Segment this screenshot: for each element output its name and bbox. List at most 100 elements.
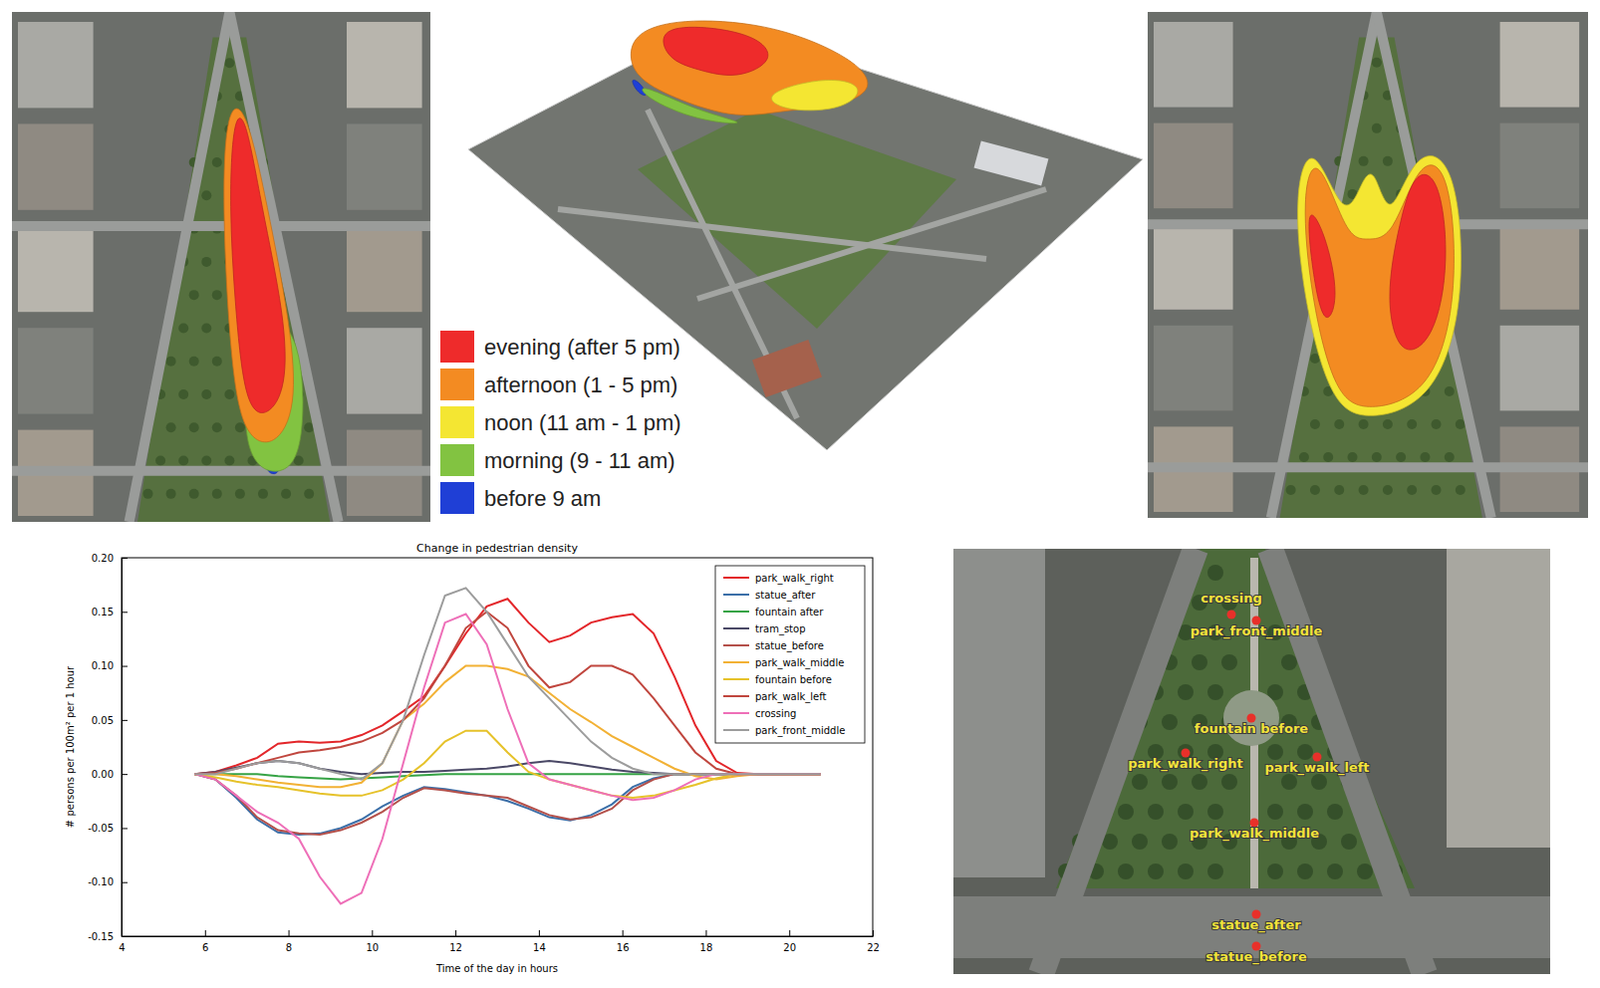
tree (1358, 419, 1369, 430)
legend-label: morning (9 - 11 am) (484, 448, 676, 474)
density-blob (1389, 174, 1446, 350)
site-label: statue_after (1211, 917, 1302, 934)
tick: 14 (533, 930, 546, 954)
tree (1455, 419, 1466, 430)
road (1147, 462, 1589, 473)
site-dot (1227, 610, 1237, 620)
tree (1267, 863, 1284, 880)
tree (201, 190, 212, 201)
tree (1161, 833, 1178, 850)
building (346, 123, 423, 210)
tree (1358, 156, 1369, 167)
legend-label: park_front_middle (755, 725, 845, 738)
legend-label: afternoon (1 - 5 pm) (484, 372, 678, 398)
tick-mark (371, 930, 373, 937)
legend: park_walk_rightstatue_afterfountain afte… (715, 565, 865, 744)
tree (1371, 57, 1382, 68)
tree (1455, 485, 1466, 496)
tree (189, 356, 200, 367)
legend-line (723, 712, 750, 715)
tree (1177, 684, 1194, 701)
tree (1333, 419, 1344, 430)
road (697, 189, 1047, 299)
tree (1311, 774, 1328, 791)
tick-label: 8 (285, 942, 292, 954)
tree (1147, 863, 1164, 880)
legend-label: noon (11 am - 1 pm) (484, 410, 682, 436)
tree (303, 489, 314, 500)
plaza (1223, 690, 1280, 747)
legend-line (723, 729, 750, 732)
tree (1444, 452, 1455, 463)
legend-swatch (440, 406, 475, 439)
tree (1347, 452, 1358, 463)
tick-label: 20 (783, 942, 797, 954)
tick-label: 12 (449, 942, 463, 954)
tick-label: 0.15 (91, 606, 114, 618)
tick-mark (705, 930, 707, 937)
legend-swatch (440, 368, 475, 401)
tree (1371, 123, 1382, 134)
density-blob (1298, 156, 1462, 417)
legend-label: fountain after (755, 606, 824, 618)
plot-frame (121, 557, 873, 937)
tick-label: 6 (202, 942, 209, 954)
tree (1382, 419, 1393, 430)
tree (178, 322, 189, 333)
figure: evening (after 5 pm)afternoon (1 - 5 pm)… (0, 0, 1600, 988)
tree (201, 257, 212, 267)
tick: 20 (783, 930, 797, 954)
tree (235, 489, 246, 500)
map-panel (1147, 11, 1589, 519)
tree (1161, 714, 1178, 731)
legend-label: fountain before (755, 674, 832, 686)
building (1153, 224, 1234, 310)
tick-mark (121, 666, 128, 668)
y-axis-title: # persons per 100m² per 1 hour (64, 665, 76, 828)
x-axis-title: Time of the day in hours (435, 963, 558, 975)
tree (178, 389, 189, 400)
site-label: park_walk_left (1264, 760, 1369, 777)
perspective-view (468, 20, 1143, 451)
road (11, 466, 431, 477)
tree (178, 456, 189, 467)
building (974, 140, 1050, 186)
site-map (953, 548, 1551, 975)
legend-swatch (440, 444, 475, 477)
legend-line (723, 644, 750, 647)
map-background (953, 548, 1551, 975)
tree (189, 489, 200, 500)
tree (1340, 833, 1357, 850)
tick-mark (622, 930, 624, 937)
tree (258, 489, 268, 500)
road (557, 209, 987, 260)
tree (212, 157, 223, 168)
tick-label: 0.00 (91, 769, 114, 781)
legend-label: tram_stop (755, 623, 806, 636)
tree (1431, 485, 1442, 496)
tree (212, 289, 223, 300)
road (11, 221, 431, 232)
building (17, 327, 94, 414)
tick-mark (288, 930, 290, 937)
tick: 12 (449, 930, 463, 954)
legend-line (723, 678, 750, 681)
tick: 0.00 (91, 769, 128, 781)
tree (1207, 863, 1224, 880)
tree (212, 489, 223, 500)
density-blob (224, 108, 294, 443)
plot-background (121, 557, 873, 937)
tick-mark (121, 611, 128, 613)
tree (1333, 485, 1344, 496)
site-label: park_walk_right (1127, 756, 1244, 773)
tick-mark (789, 930, 791, 937)
tick-mark (121, 827, 128, 829)
tick-mark (455, 930, 457, 937)
tick-label: -0.05 (87, 822, 114, 834)
tick-mark (205, 930, 207, 937)
tick-label: 4 (118, 942, 125, 954)
tick: 16 (616, 930, 630, 954)
tick-label: 22 (866, 942, 880, 954)
tree (1310, 419, 1321, 430)
tick: 0.10 (91, 660, 128, 672)
